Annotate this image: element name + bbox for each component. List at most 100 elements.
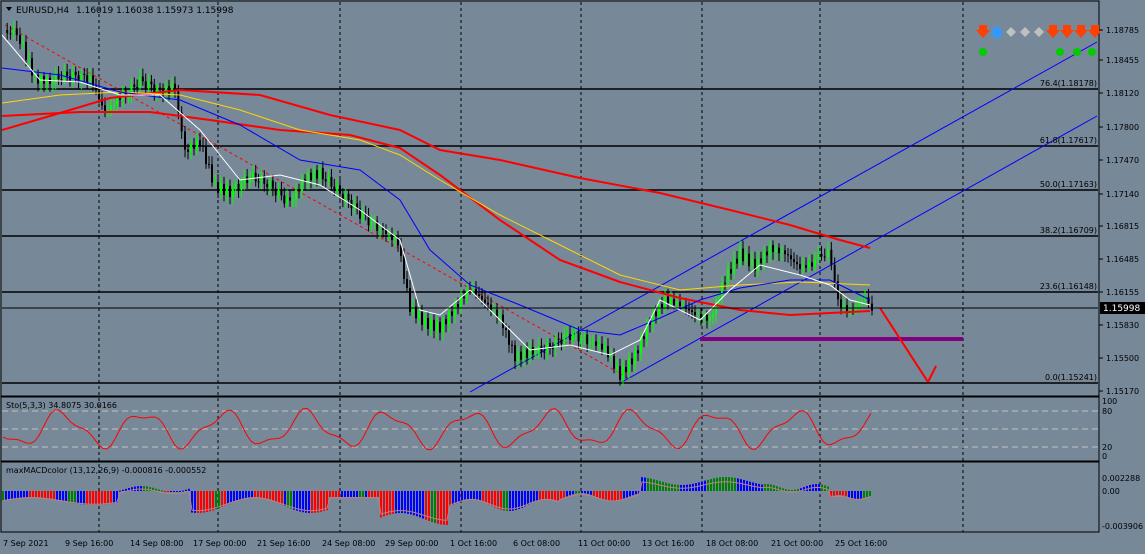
candle-body: [333, 186, 336, 191]
macd-bar: [359, 491, 361, 497]
macd-bar: [173, 491, 175, 492]
dropdown-triangle-icon[interactable]: [6, 7, 12, 11]
macd-bar: [191, 491, 193, 513]
macd-bar: [536, 491, 538, 501]
candle-body: [833, 264, 836, 282]
candle-body: [830, 249, 833, 265]
macd-bar: [569, 491, 571, 496]
signal-dot-icon: [1073, 48, 1081, 56]
candle-body: [769, 244, 771, 256]
candle-body: [802, 265, 804, 269]
macd-bar: [491, 491, 493, 506]
macd-bar: [71, 491, 73, 503]
fibo-label-0: 76.4(1.18178): [1040, 79, 1097, 88]
candle-body: [481, 295, 483, 300]
candle-body: [376, 220, 379, 231]
candle-body: [83, 73, 86, 76]
macd-bar: [368, 491, 370, 497]
macd-bar: [131, 487, 133, 491]
macd-bar: [590, 491, 592, 495]
macd-bar: [743, 479, 745, 491]
candle-body: [226, 186, 228, 196]
candle-body: [433, 319, 435, 331]
macd-bar: [623, 491, 625, 499]
main-panel-frame: [0, 0, 1100, 397]
macd-bar: [50, 491, 52, 499]
candle-body: [748, 253, 750, 267]
candle-body: [427, 317, 429, 329]
candle-body: [451, 311, 453, 316]
macd-bar: [848, 491, 850, 498]
candle-body: [74, 71, 77, 76]
macd-bar: [461, 491, 463, 501]
candle-body: [625, 367, 627, 373]
macd-bar: [164, 491, 166, 492]
time-tick-9: 11 Oct 00:00: [578, 539, 630, 548]
macd-bar: [59, 491, 61, 501]
macd-bar: [128, 488, 130, 491]
macd-bar: [749, 481, 751, 491]
macd-bar: [14, 491, 16, 499]
macd-bar: [785, 489, 787, 491]
candle-body: [840, 299, 842, 309]
candle-body: [781, 250, 783, 254]
macd-bar: [20, 491, 22, 498]
candle-body: [286, 197, 289, 204]
time-tick-0: 7 Sep 2021: [3, 539, 49, 548]
macd-bar: [47, 491, 49, 499]
stoch-axis-20: 20: [1102, 443, 1112, 452]
macd-bar: [554, 491, 556, 501]
candle-body: [136, 87, 139, 89]
macd-bar: [647, 478, 649, 491]
macd-bar: [617, 491, 619, 501]
macd-bar: [365, 491, 367, 497]
macd-bar: [428, 491, 430, 521]
macd-bar: [524, 491, 526, 507]
candle-body: [766, 251, 768, 256]
candle-body: [430, 319, 432, 329]
macd-bar: [830, 491, 832, 497]
macd-bar: [422, 491, 424, 519]
candle-body: [202, 145, 204, 147]
channel-lower-line[interactable]: [621, 115, 1098, 383]
candle-body: [220, 183, 222, 193]
macd-bar: [251, 491, 253, 498]
candle-body: [655, 311, 657, 317]
fibo-labels: 76.4(1.18178) 61.8(1.17617) 50.0(1.17163) 3…: [1040, 79, 1097, 382]
macd-bar: [431, 491, 433, 523]
macd-bar: [203, 491, 205, 513]
macd-bar: [299, 491, 301, 512]
macd-bar: [476, 491, 478, 500]
time-tick-12: 21 Oct 00:00: [771, 539, 823, 548]
macd-bar: [272, 491, 274, 501]
candle-body: [193, 144, 195, 149]
macd-bar: [8, 491, 10, 500]
downtrend-dashed-line[interactable]: [4, 24, 629, 379]
macd-bar: [284, 491, 286, 507]
macd-bar: [197, 491, 199, 513]
macd-bar: [797, 489, 799, 491]
candle-body: [566, 333, 569, 335]
ma-yellow: [1, 91, 871, 291]
macd-bar: [734, 477, 736, 491]
macd-bar: [386, 491, 388, 516]
candle-body: [22, 41, 24, 44]
candle-body: [805, 265, 807, 268]
candle-body: [460, 296, 462, 308]
macd-bar: [863, 491, 865, 498]
chart-header: EURUSD,H4 1.16019 1.16038 1.15973 1.1599…: [6, 6, 234, 16]
macd-bar: [857, 491, 859, 499]
candle-body: [147, 81, 150, 89]
macd-bar: [398, 491, 400, 514]
candle-body: [691, 310, 693, 312]
candle-body: [652, 311, 654, 325]
channel-upper-line[interactable]: [469, 41, 1098, 393]
candle-body: [391, 234, 393, 240]
candle-body: [382, 228, 384, 230]
macd-bar: [404, 491, 406, 514]
candle-body: [54, 73, 57, 83]
macd-bar: [572, 491, 574, 495]
candle-body: [66, 71, 69, 77]
